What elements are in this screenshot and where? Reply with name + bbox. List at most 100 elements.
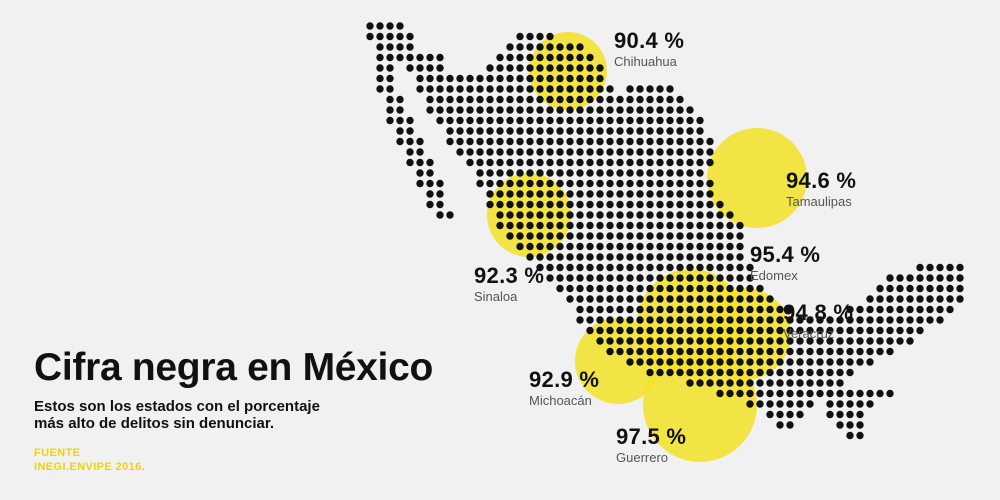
map-dot bbox=[496, 116, 504, 125]
map-dot bbox=[766, 379, 774, 387]
map-dot bbox=[706, 326, 714, 335]
map-dot bbox=[716, 326, 724, 335]
map-dot bbox=[536, 64, 544, 72]
map-dot bbox=[546, 169, 554, 177]
map-dot bbox=[696, 211, 704, 219]
map-dot bbox=[376, 53, 384, 62]
map-dot bbox=[616, 316, 624, 324]
map-dot bbox=[556, 190, 564, 198]
map-dot bbox=[636, 95, 644, 104]
map-dot bbox=[676, 305, 684, 314]
map-dot bbox=[696, 169, 704, 177]
map-dot bbox=[606, 158, 614, 167]
map-dot bbox=[606, 95, 614, 104]
map-dot bbox=[726, 347, 734, 356]
map-dot bbox=[656, 137, 664, 146]
map-dot bbox=[696, 148, 704, 156]
map-dot bbox=[386, 43, 394, 51]
map-dot bbox=[576, 85, 584, 93]
map-dot bbox=[696, 242, 704, 251]
map-dot bbox=[776, 410, 784, 419]
map-dot bbox=[726, 253, 734, 261]
map-dot bbox=[666, 263, 674, 272]
map-dot bbox=[596, 305, 604, 314]
map-dot bbox=[806, 400, 814, 408]
map-dot bbox=[936, 316, 944, 324]
map-dot bbox=[576, 43, 584, 51]
map-dot bbox=[516, 106, 524, 114]
map-dot bbox=[666, 148, 674, 156]
map-dot bbox=[716, 263, 724, 272]
map-dot bbox=[476, 137, 484, 146]
map-dot bbox=[666, 137, 674, 146]
map-dot bbox=[646, 284, 654, 293]
map-dot bbox=[926, 295, 934, 303]
map-dot bbox=[596, 263, 604, 272]
map-dot bbox=[766, 347, 774, 356]
map-dot bbox=[546, 242, 554, 251]
map-dot bbox=[666, 326, 674, 335]
map-dot bbox=[386, 53, 394, 62]
map-dot bbox=[636, 274, 644, 282]
map-dot bbox=[646, 169, 654, 177]
map-dot bbox=[516, 32, 524, 41]
map-dot bbox=[486, 169, 494, 177]
map-dot bbox=[576, 169, 584, 177]
map-dot bbox=[626, 232, 634, 240]
map-dot bbox=[506, 221, 514, 230]
map-dot bbox=[786, 410, 794, 419]
map-dot bbox=[716, 305, 724, 314]
map-dot bbox=[446, 95, 454, 104]
map-dot bbox=[646, 116, 654, 125]
map-dot bbox=[486, 158, 494, 167]
map-dot bbox=[656, 253, 664, 261]
map-dot bbox=[456, 116, 464, 125]
map-dot bbox=[716, 316, 724, 324]
map-dot bbox=[536, 232, 544, 240]
map-dot bbox=[836, 347, 844, 356]
map-dot bbox=[366, 22, 374, 30]
map-dot bbox=[496, 74, 504, 83]
map-dot bbox=[916, 305, 924, 314]
map-dot bbox=[886, 389, 894, 398]
map-dot bbox=[596, 179, 604, 188]
map-dot bbox=[706, 358, 714, 366]
map-dot bbox=[566, 211, 574, 219]
map-dot bbox=[656, 116, 664, 125]
map-dot bbox=[726, 358, 734, 366]
map-dot bbox=[776, 389, 784, 398]
map-dot bbox=[736, 232, 744, 240]
map-dot bbox=[886, 316, 894, 324]
map-dot bbox=[686, 358, 694, 366]
map-dot bbox=[506, 190, 514, 198]
map-dot bbox=[646, 158, 654, 167]
label-edomex: 95.4 % Edomex bbox=[750, 244, 820, 283]
map-dot bbox=[786, 305, 794, 314]
map-dot bbox=[426, 169, 434, 177]
map-dot bbox=[606, 221, 614, 230]
map-dot bbox=[706, 200, 714, 209]
map-dot bbox=[596, 95, 604, 104]
map-dot bbox=[686, 368, 694, 377]
map-dot bbox=[596, 326, 604, 335]
map-dot bbox=[636, 295, 644, 303]
map-dot bbox=[606, 190, 614, 198]
map-dot bbox=[546, 116, 554, 125]
map-dot bbox=[836, 421, 844, 429]
map-dot bbox=[416, 137, 424, 146]
map-dot bbox=[536, 32, 544, 41]
map-dot bbox=[706, 274, 714, 282]
map-dot bbox=[616, 242, 624, 251]
map-dot bbox=[536, 148, 544, 156]
map-dot bbox=[876, 326, 884, 335]
map-dot bbox=[796, 358, 804, 366]
map-dot bbox=[646, 211, 654, 219]
map-dot bbox=[506, 106, 514, 114]
map-dot bbox=[686, 305, 694, 314]
map-dot bbox=[506, 137, 514, 146]
map-dot bbox=[786, 347, 794, 356]
map-dot bbox=[606, 295, 614, 303]
map-dot bbox=[606, 179, 614, 188]
map-dot bbox=[526, 137, 534, 146]
